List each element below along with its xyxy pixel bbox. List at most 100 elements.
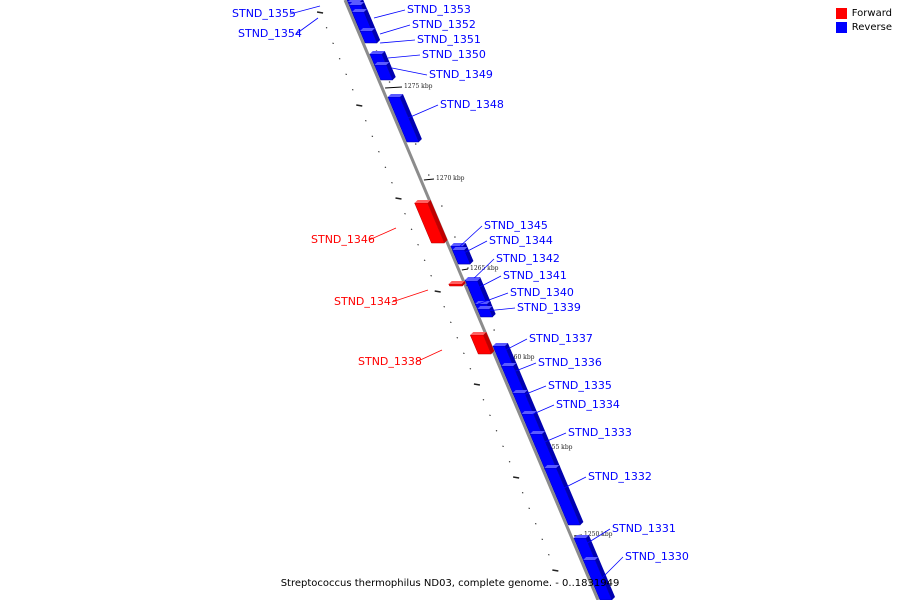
gene-STND_1348-top <box>387 94 403 97</box>
ruler-minor-tick <box>463 352 465 355</box>
gene-STND_1338-leader <box>415 349 443 363</box>
gene-STND_1333-top <box>530 431 546 434</box>
gene-STND_1337-leader <box>497 338 528 355</box>
gene-STND_1350-top <box>369 51 385 54</box>
ruler-minor-tick <box>489 414 491 417</box>
gene-STND_1350-label: STND_1350 <box>422 48 486 61</box>
gene-STND_1334-leader <box>523 404 555 419</box>
ruler-major-tick <box>473 383 481 386</box>
ruler-dot <box>493 329 495 331</box>
ruler-dot <box>388 81 391 83</box>
gene-STND_1336-leader <box>507 362 537 375</box>
gene-STND_1337-top <box>492 343 508 346</box>
kbp-tick-mark <box>423 178 435 181</box>
gene-STND_1352-label: STND_1352 <box>412 18 476 31</box>
gene-STND_1334-label: STND_1334 <box>556 398 620 411</box>
kbp-tick-mark <box>385 86 403 89</box>
gene-STND_1350-leader <box>387 54 421 59</box>
genome-backbone <box>343 0 600 600</box>
ruler-minor-tick <box>338 58 341 60</box>
gene-STND_1331-top <box>573 535 589 538</box>
gene-STND_1344-top <box>452 247 468 250</box>
gene-STND_1338-label: STND_1338 <box>358 355 422 368</box>
gene-STND_1334-side <box>533 411 546 434</box>
gene-STND_1335-label: STND_1335 <box>548 379 612 392</box>
ruler-dot <box>454 236 456 238</box>
gene-STND_1354-leader <box>295 17 319 35</box>
ruler-minor-tick <box>404 213 406 215</box>
ruler-minor-tick <box>469 368 472 370</box>
gene-STND_1346-side <box>427 200 448 243</box>
gene-STND_1332-top <box>544 465 560 468</box>
gene-STND_1337-label: STND_1337 <box>529 332 593 345</box>
kbp-tick-label: 1260 kbp <box>506 354 535 361</box>
ruler-minor-tick <box>521 492 524 494</box>
gene-STND_1335-side <box>524 390 537 414</box>
gene-STND_1351-top <box>360 28 376 31</box>
gene-STND_1343-label: STND_1343 <box>334 295 398 308</box>
ruler-minor-tick <box>378 151 380 153</box>
ruler-minor-tick <box>443 306 446 308</box>
forward-swatch <box>835 8 847 19</box>
gene-STND_1354-label: STND_1354 <box>238 27 302 40</box>
ruler-minor-tick <box>508 461 511 463</box>
gene-STND_1348-leader <box>407 104 439 119</box>
gene-STND_1331-side <box>585 535 599 560</box>
ruler-major-tick <box>552 569 559 572</box>
ruler-major-tick <box>434 290 441 293</box>
gene-STND_1340-leader <box>477 292 509 305</box>
gene-STND_1339-leader <box>485 307 516 312</box>
legend-forward-label: Forward <box>851 8 892 19</box>
gene-STND_1339-top <box>477 306 493 309</box>
ruler-minor-tick <box>417 244 419 246</box>
gene-STND_1353-leader <box>373 9 406 19</box>
gene-STND_1340-label: STND_1340 <box>510 286 574 299</box>
gene-STND_1330-leader <box>599 556 624 581</box>
legend-forward: Forward <box>835 8 892 19</box>
gene-STND_1345-top <box>450 243 466 246</box>
gene-STND_1355-leader <box>289 5 321 15</box>
ruler-dot <box>441 205 443 207</box>
gene-STND_1332-leader <box>557 476 587 492</box>
gene-STND_1339-label: STND_1339 <box>517 301 581 314</box>
ruler-minor-tick <box>430 275 432 277</box>
gene-STND_1346-leader <box>368 227 397 241</box>
ruler-minor-tick <box>325 27 328 29</box>
gene-STND_1353-label: STND_1353 <box>407 3 471 16</box>
gene-STND_1348-side <box>399 94 422 142</box>
ruler-minor-tick <box>547 554 550 556</box>
gene-STND_1332-label: STND_1332 <box>588 470 652 483</box>
ruler-dot <box>414 143 417 145</box>
gene-STND_1352-leader <box>379 24 411 35</box>
gene-STND_1344-leader <box>459 240 488 256</box>
gene-STND_1336-top <box>501 363 517 366</box>
ruler-minor-tick <box>528 507 531 510</box>
ruler-minor-tick <box>456 337 459 339</box>
kbp-tick-label: 1255 kbp <box>544 444 573 451</box>
kbp-tick-label: 1250 kbp <box>584 531 613 538</box>
gene-STND_1338-top <box>470 332 487 335</box>
ruler-major-tick <box>395 197 402 200</box>
kbp-tick-mark <box>461 268 469 271</box>
ruler-major-tick <box>356 104 363 107</box>
ruler-minor-tick <box>351 89 354 91</box>
gene-STND_1349-leader <box>391 67 428 76</box>
gene-STND_1353-top <box>349 2 365 5</box>
gene-STND_1349-top <box>374 62 390 65</box>
gene-STND_1354-top <box>347 0 362 2</box>
gene-STND_1351-leader <box>379 39 416 44</box>
gene-STND_1333-side <box>542 431 561 470</box>
gene-STND_1336-label: STND_1336 <box>538 356 602 369</box>
gene-STND_1351-side <box>372 28 381 43</box>
gene-STND_1348-label: STND_1348 <box>440 98 504 111</box>
ruler-minor-tick <box>391 182 393 184</box>
gene-STND_1349-label: STND_1349 <box>429 68 493 81</box>
ruler-minor-tick <box>371 135 374 138</box>
gene-STND_1351-label: STND_1351 <box>417 33 481 46</box>
gene-STND_1343-leader <box>391 289 429 303</box>
gene-STND_1345-label: STND_1345 <box>484 219 548 232</box>
gene-STND_1335-top <box>512 390 528 393</box>
gene-STND_1343-body <box>448 283 463 287</box>
ruler-minor-tick <box>384 166 387 169</box>
